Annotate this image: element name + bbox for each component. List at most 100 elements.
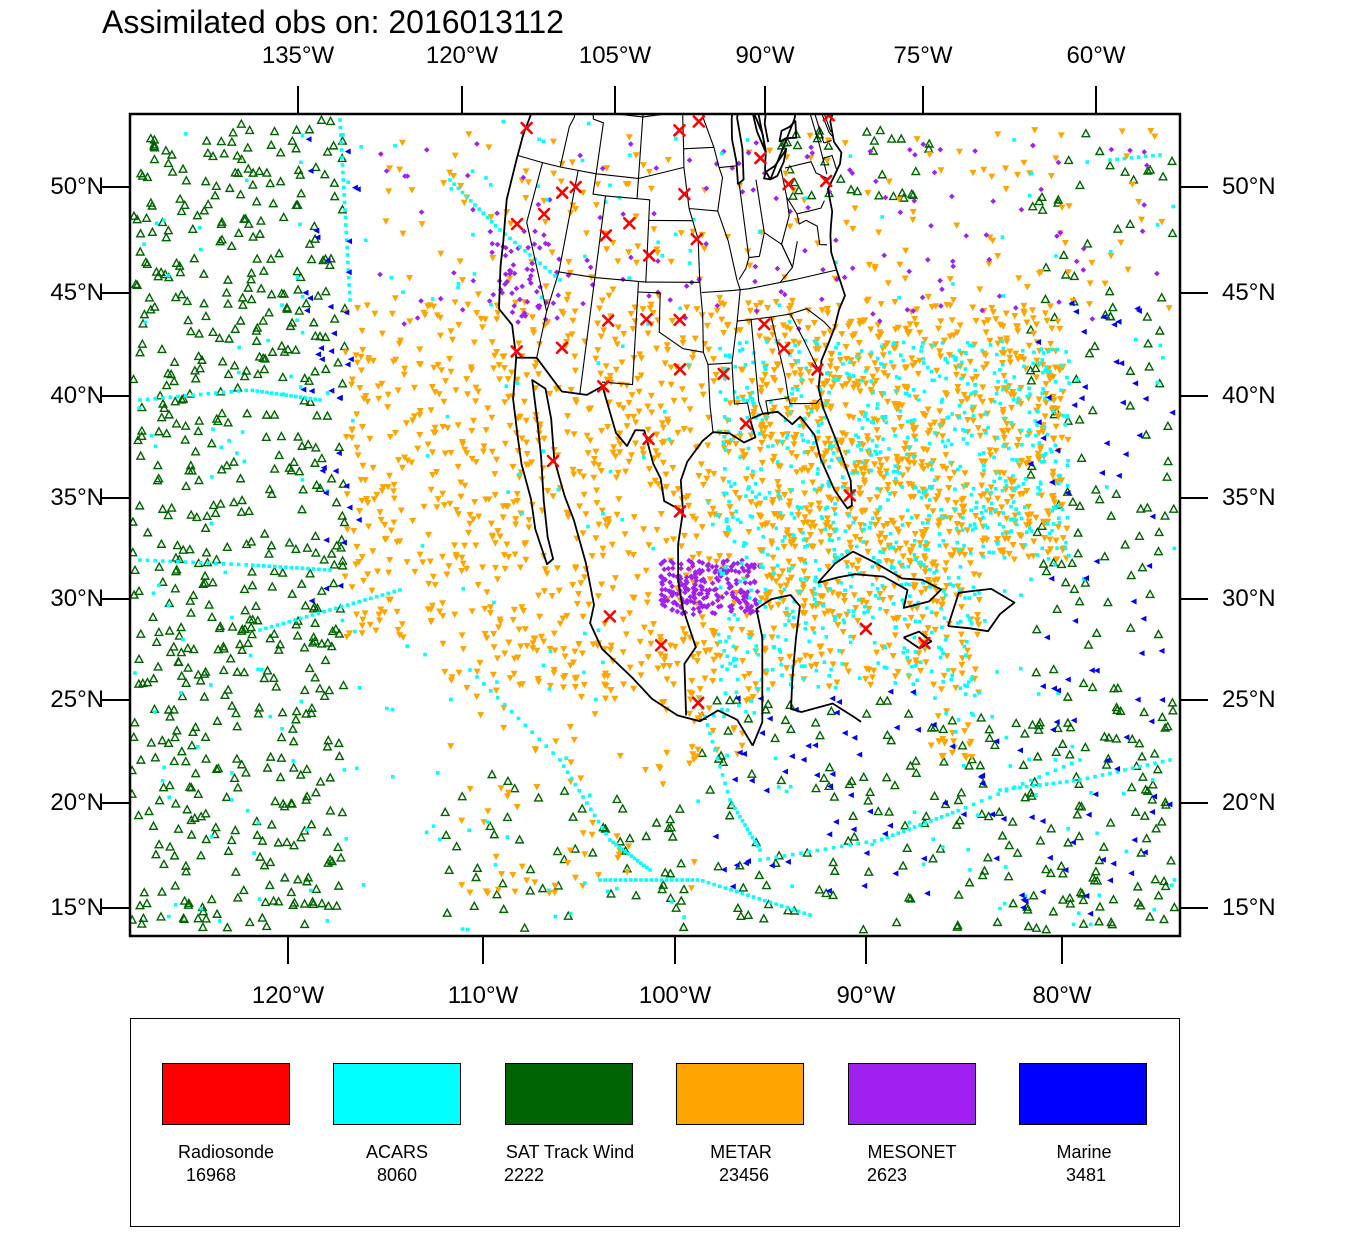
acars-ob	[471, 232, 475, 237]
mesonet-ob	[682, 589, 688, 596]
metar-ob	[899, 553, 907, 560]
acars-ob	[891, 469, 896, 474]
sat-track-wind-ob	[869, 135, 880, 145]
metar-ob	[341, 573, 349, 581]
sat-track-wind-ob	[232, 892, 243, 902]
metar-ob	[814, 240, 822, 247]
metar-ob	[1064, 269, 1072, 276]
metar-ob	[606, 372, 614, 380]
metar-ob	[1009, 542, 1017, 549]
metar-ob	[472, 384, 480, 392]
mesonet-ob	[750, 187, 757, 193]
acars-ob	[981, 554, 986, 559]
acars-ob	[258, 628, 262, 632]
acars-ob	[605, 889, 610, 894]
metar-ob	[892, 344, 900, 352]
acars-ob	[628, 153, 632, 157]
metar-ob	[767, 604, 775, 612]
sat-track-wind-ob	[237, 292, 248, 302]
metar-ob	[384, 391, 392, 399]
metar-ob	[609, 658, 617, 665]
sat-track-wind-ob	[191, 511, 202, 522]
sat-track-wind-ob	[201, 135, 212, 145]
acars-ob	[983, 412, 988, 416]
metar-ob	[934, 522, 942, 530]
metar-ob	[688, 744, 696, 751]
metar-ob	[814, 419, 822, 426]
acars-ob	[325, 918, 330, 923]
acars-ob	[718, 429, 723, 434]
metar-ob	[1054, 318, 1062, 325]
metar-ob	[1058, 501, 1066, 509]
metar-ob	[710, 632, 718, 639]
metar-ob	[424, 441, 432, 449]
acars-ob	[888, 531, 893, 536]
acars-ob	[958, 564, 963, 569]
mesonet-ob	[620, 211, 627, 217]
acars-ob	[475, 675, 479, 679]
sat-track-wind-ob	[188, 644, 199, 654]
sat-track-wind-ob	[829, 865, 840, 875]
metar-ob	[828, 384, 836, 391]
sat-track-wind-ob	[241, 365, 252, 375]
acars-ob	[797, 589, 801, 594]
sat-track-wind-ob	[144, 292, 155, 302]
acars-ob	[1042, 424, 1047, 429]
sat-track-wind-ob	[292, 874, 303, 884]
acars-ob	[745, 827, 750, 831]
metar-ob	[471, 498, 479, 506]
acars-ob	[472, 272, 477, 276]
metar-ob	[629, 326, 637, 333]
sat-track-wind-ob	[1018, 759, 1029, 769]
metar-ob	[668, 318, 676, 325]
mesonet-ob	[709, 580, 716, 586]
acars-ob	[888, 545, 892, 550]
metar-ob	[1049, 472, 1057, 480]
metar-ob	[535, 592, 543, 600]
metar-ob	[919, 614, 927, 621]
sat-track-wind-ob	[251, 325, 262, 335]
sat-track-wind-ob	[289, 897, 300, 907]
sat-track-wind-ob	[1091, 627, 1102, 638]
sat-track-wind-ob	[203, 199, 214, 209]
acars-ob	[334, 606, 338, 611]
metar-ob	[799, 584, 807, 592]
metar-ob	[445, 563, 453, 570]
metar-ob	[1002, 186, 1010, 193]
acars-ob	[1036, 492, 1040, 496]
metar-ob	[419, 559, 427, 566]
sat-track-wind-ob	[135, 168, 146, 178]
acars-ob	[1138, 764, 1142, 769]
metar-ob	[986, 337, 994, 345]
metar-ob	[806, 509, 814, 516]
metar-ob	[664, 346, 672, 354]
acars-ob	[984, 508, 988, 513]
sat-track-wind-ob	[151, 636, 162, 647]
metar-ob	[910, 572, 918, 580]
sat-track-wind-ob	[1026, 460, 1037, 471]
mesonet-ob	[682, 584, 689, 591]
metar-ob	[1024, 460, 1032, 467]
acars-ob	[1009, 504, 1013, 509]
sat-track-wind-ob	[236, 506, 247, 516]
acars-ob	[833, 512, 838, 516]
acars-ob	[167, 914, 171, 919]
metar-ob	[1035, 430, 1043, 437]
sat-track-wind-ob	[1149, 748, 1160, 758]
sat-track-wind-ob	[873, 190, 884, 200]
acars-ob	[898, 409, 902, 413]
metar-ob	[953, 329, 961, 337]
metar-ob	[512, 521, 520, 528]
sat-track-wind-ob	[153, 661, 164, 671]
acars-ob	[505, 835, 510, 839]
acars-ob	[1053, 758, 1058, 762]
metar-ob	[999, 547, 1007, 554]
metar-ob	[966, 560, 974, 567]
metar-ob	[956, 322, 964, 329]
metar-ob	[533, 783, 541, 791]
acars-ob	[796, 359, 800, 363]
sat-track-wind-ob	[1090, 866, 1101, 876]
metar-ob	[644, 426, 652, 434]
mesonet-ob	[507, 270, 513, 277]
sat-track-wind-ob	[247, 580, 258, 590]
